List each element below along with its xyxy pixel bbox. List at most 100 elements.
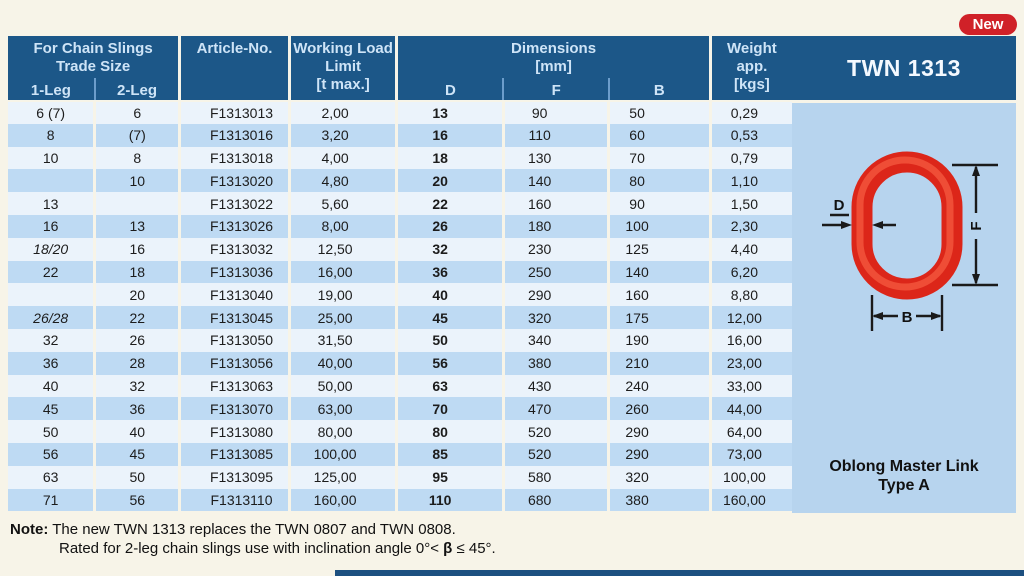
product-name: Oblong Master Link Type A bbox=[792, 457, 1016, 495]
cell-weight: 16,00 bbox=[710, 328, 792, 352]
cell-b: 80 bbox=[608, 169, 712, 193]
cell-leg1: 56 bbox=[8, 442, 97, 466]
cell-f: 520 bbox=[503, 420, 611, 443]
cell-leg1: 50 bbox=[8, 420, 97, 443]
cell-d: 22 bbox=[396, 192, 505, 215]
cell-f: 130 bbox=[503, 146, 611, 170]
cell-f: 430 bbox=[503, 374, 611, 398]
cell-b: 190 bbox=[608, 328, 712, 352]
table-row: 63 50 F1313095 125,00 95 580 320 100,00 bbox=[8, 465, 792, 489]
cell-weight: 23,00 bbox=[710, 351, 792, 375]
table-header: For Chain Slings Trade Size Article-No. … bbox=[8, 36, 792, 102]
header-article-no: Article-No. bbox=[179, 36, 291, 102]
cell-article: F1313026 bbox=[179, 214, 291, 238]
table-body: 6 (7) 6 F1313013 2,00 13 90 50 0,29 8 (7) F1313016… bbox=[8, 101, 792, 512]
cell-wll: 31,50 bbox=[289, 328, 399, 352]
header-leg1: 1-Leg bbox=[8, 78, 95, 102]
model-title: TWN 1313 bbox=[847, 54, 961, 81]
cell-leg1: 13 bbox=[8, 192, 97, 215]
table-row: 18/20 16 F1313032 12,50 32 230 125 4,40 bbox=[8, 237, 792, 261]
cell-f: 580 bbox=[503, 465, 611, 489]
cell-b: 290 bbox=[608, 420, 712, 443]
cell-d: 32 bbox=[396, 237, 505, 261]
cell-article: F1313050 bbox=[179, 328, 291, 352]
cell-article: F1313018 bbox=[179, 146, 291, 170]
cell-leg1: 32 bbox=[8, 328, 97, 352]
cell-leg2: 20 bbox=[94, 283, 182, 307]
table-row: 45 36 F1313070 63,00 70 470 260 44,00 bbox=[8, 397, 792, 421]
cell-f: 250 bbox=[503, 260, 611, 284]
cell-b: 140 bbox=[608, 260, 712, 284]
cell-leg2: 56 bbox=[94, 488, 182, 512]
cell-weight: 33,00 bbox=[710, 374, 792, 398]
arrow-b-right bbox=[931, 312, 942, 320]
cell-wll: 100,00 bbox=[289, 442, 399, 466]
arrow-d-right bbox=[841, 221, 852, 229]
cell-d: 50 bbox=[396, 328, 505, 352]
cell-b: 260 bbox=[608, 397, 712, 421]
cell-article: F1313022 bbox=[179, 192, 291, 215]
cell-b: 320 bbox=[608, 465, 712, 489]
cell-weight: 8,80 bbox=[710, 283, 792, 307]
cell-d: 45 bbox=[396, 306, 505, 329]
label-b: B bbox=[902, 309, 913, 326]
cell-leg2: (7) bbox=[94, 123, 182, 147]
cell-article: F1313016 bbox=[179, 123, 291, 147]
cell-d: 18 bbox=[396, 146, 505, 170]
cell-f: 470 bbox=[503, 397, 611, 421]
spec-table: For Chain Slings Trade Size Article-No. … bbox=[8, 36, 792, 512]
cell-d: 13 bbox=[396, 101, 505, 124]
cell-d: 40 bbox=[396, 283, 505, 307]
table-row: 36 28 F1313056 40,00 56 380 210 23,00 bbox=[8, 351, 792, 375]
cell-article: F1313085 bbox=[179, 442, 291, 466]
table-row: 40 32 F1313063 50,00 63 430 240 33,00 bbox=[8, 374, 792, 398]
cell-weight: 64,00 bbox=[710, 420, 792, 443]
cell-d: 56 bbox=[396, 351, 505, 375]
cell-leg2: 13 bbox=[94, 214, 182, 238]
table-row: 8 (7) F1313016 3,20 16 110 60 0,53 bbox=[8, 123, 792, 147]
cell-leg1: 18/20 bbox=[8, 237, 97, 261]
cell-weight: 4,40 bbox=[710, 237, 792, 261]
master-link-highlight bbox=[856, 156, 954, 291]
cell-f: 110 bbox=[503, 123, 611, 147]
cell-leg2: 8 bbox=[94, 146, 182, 170]
table-row: 13 F1313022 5,60 22 160 90 1,50 bbox=[8, 192, 792, 215]
cell-wll: 160,00 bbox=[289, 488, 399, 512]
cell-weight: 6,20 bbox=[710, 260, 792, 284]
cell-leg2: 45 bbox=[94, 442, 182, 466]
cell-article: F1313040 bbox=[179, 283, 291, 307]
cell-leg2: 6 bbox=[94, 101, 182, 124]
cell-leg2 bbox=[94, 192, 182, 215]
cell-d: 16 bbox=[396, 123, 505, 147]
cell-wll: 12,50 bbox=[289, 237, 399, 261]
cell-leg2: 18 bbox=[94, 260, 182, 284]
product-name-line2: Type A bbox=[878, 477, 930, 494]
cell-leg1: 8 bbox=[8, 123, 97, 147]
cell-leg2: 22 bbox=[94, 306, 182, 329]
cell-b: 210 bbox=[608, 351, 712, 375]
cell-article: F1313056 bbox=[179, 351, 291, 375]
arrow-f-bottom bbox=[972, 274, 980, 285]
cell-article: F1313063 bbox=[179, 374, 291, 398]
note: Note: The new TWN 1313 replaces the TWN … bbox=[10, 520, 710, 558]
note-line2: Rated for 2-leg chain slings use with in… bbox=[59, 540, 496, 557]
cell-b: 60 bbox=[608, 123, 712, 147]
table-row: 6 (7) 6 F1313013 2,00 13 90 50 0,29 bbox=[8, 101, 792, 124]
cell-leg1 bbox=[8, 283, 97, 307]
cell-article: F1313045 bbox=[179, 306, 291, 329]
model-title-box: TWN 1313 bbox=[792, 36, 1016, 100]
cell-wll: 63,00 bbox=[289, 397, 399, 421]
cell-d: 26 bbox=[396, 214, 505, 238]
cell-f: 680 bbox=[503, 488, 611, 512]
table-row: 32 26 F1313050 31,50 50 340 190 16,00 bbox=[8, 328, 792, 352]
cell-b: 160 bbox=[608, 283, 712, 307]
cell-weight: 73,00 bbox=[710, 442, 792, 466]
cell-b: 380 bbox=[608, 488, 712, 512]
cell-f: 320 bbox=[503, 306, 611, 329]
header-dim-f: F bbox=[502, 78, 609, 102]
cell-article: F1313036 bbox=[179, 260, 291, 284]
cell-d: 63 bbox=[396, 374, 505, 398]
cell-weight: 100,00 bbox=[710, 465, 792, 489]
cell-weight: 1,10 bbox=[710, 169, 792, 193]
cell-d: 80 bbox=[396, 420, 505, 443]
